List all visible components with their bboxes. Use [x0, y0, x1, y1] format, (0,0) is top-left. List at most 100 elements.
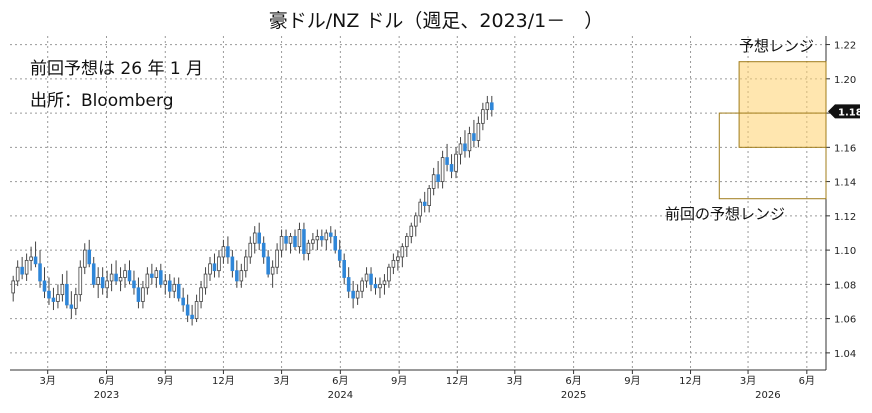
y-tick-label: 1.04 [834, 349, 856, 360]
candle-body [15, 266, 20, 282]
candle-body [235, 270, 239, 282]
candle-body [378, 283, 382, 289]
candle-body [217, 256, 221, 272]
candle-body [109, 273, 114, 282]
y-tick-label: 1.16 [834, 143, 856, 154]
candle-body [445, 157, 449, 165]
y-tick-label: 1.12 [834, 212, 856, 223]
x-year-label: 2026 [755, 390, 780, 401]
candle-body [409, 225, 414, 237]
candle-body [288, 235, 293, 244]
candle-body [118, 277, 123, 282]
x-tick-label: 9月 [624, 375, 640, 387]
candle-body [293, 235, 297, 248]
candle-body [476, 122, 481, 141]
candle-body [194, 301, 199, 320]
candle-body [440, 157, 445, 182]
candle-body [422, 201, 427, 206]
x-tick-label: 6月 [799, 375, 815, 387]
candle-body [20, 266, 24, 275]
candle-body [114, 273, 118, 282]
candle-body [221, 246, 226, 258]
forecast-range-box [738, 61, 827, 148]
candle-body [279, 235, 284, 251]
candle-body [65, 283, 69, 306]
candle-body [270, 266, 275, 275]
candle-body [373, 283, 378, 289]
candle-body [239, 270, 244, 282]
candle-body [185, 304, 190, 316]
candle-body [190, 314, 194, 320]
candle-body [297, 229, 302, 248]
candle-body [176, 283, 181, 299]
candle-body [127, 270, 132, 282]
x-tick-label: 6月 [98, 375, 114, 387]
candle-body [91, 263, 96, 285]
candle-body [342, 259, 346, 278]
candle-body [391, 259, 396, 268]
x-year-label: 2025 [561, 390, 586, 401]
y-tick-label: 1.08 [834, 280, 856, 291]
candle-body [472, 133, 476, 141]
last-price-label: 1.18 [838, 107, 863, 118]
x-tick-label: 3月 [507, 375, 523, 387]
chart-title: 豪ドル/NZ ドル（週足、2023/1－ ） [268, 10, 604, 32]
x-tick-label: 12月 [679, 375, 702, 387]
x-tick-label: 9月 [391, 375, 407, 387]
x-tick-label: 9月 [157, 375, 173, 387]
candle-body [38, 263, 42, 282]
candle-body [320, 235, 324, 241]
y-tick-label: 1.10 [834, 246, 856, 257]
candle-body [485, 102, 490, 111]
candle-body [257, 232, 261, 244]
x-year-label: 2023 [94, 390, 119, 401]
candle-body [328, 232, 333, 237]
y-tick-label: 1.14 [834, 178, 856, 189]
candle-body [467, 133, 472, 152]
candle-body [208, 263, 212, 275]
candle-body [266, 256, 270, 275]
x-tick-label: 6月 [565, 375, 581, 387]
y-tick-label: 1.20 [834, 75, 856, 86]
x-tick-label: 12月 [446, 375, 469, 387]
y-tick-label: 1.06 [834, 315, 856, 326]
candle-body [454, 153, 458, 172]
candle-body [105, 280, 109, 289]
candle-body [244, 256, 248, 272]
candle-body [337, 249, 342, 261]
candle-body [78, 266, 83, 296]
candle-body [382, 280, 387, 285]
candle-body [136, 287, 141, 302]
candle-body [302, 229, 306, 254]
candle-body [284, 235, 288, 244]
candle-body [24, 259, 29, 275]
candle-body [324, 232, 329, 241]
candle-body [387, 266, 391, 282]
candle-body [427, 188, 431, 206]
candle-body [60, 283, 65, 296]
candle-body [163, 280, 168, 285]
candle-body [369, 273, 373, 285]
candle-body [199, 287, 203, 302]
candle-body [82, 249, 87, 268]
candle-body [87, 249, 92, 265]
candle-body [481, 109, 485, 124]
candle-body [11, 280, 15, 294]
candle-body [275, 249, 279, 268]
forecast-note: 前回予想は 26 年 1 月 [30, 59, 204, 79]
candle-body [351, 290, 355, 299]
candle-body [418, 201, 423, 217]
candle-body [463, 143, 467, 152]
candle-body [56, 294, 60, 302]
last-price-badge [828, 104, 860, 119]
candle-body [47, 290, 51, 299]
candle-body [346, 277, 351, 292]
candle-body [150, 273, 154, 278]
candle-body [123, 270, 127, 278]
candle-body [230, 256, 235, 272]
x-tick-label: 12月 [212, 375, 235, 387]
candle-body [405, 235, 409, 248]
candle-body [181, 297, 185, 306]
candle-body [436, 174, 440, 182]
